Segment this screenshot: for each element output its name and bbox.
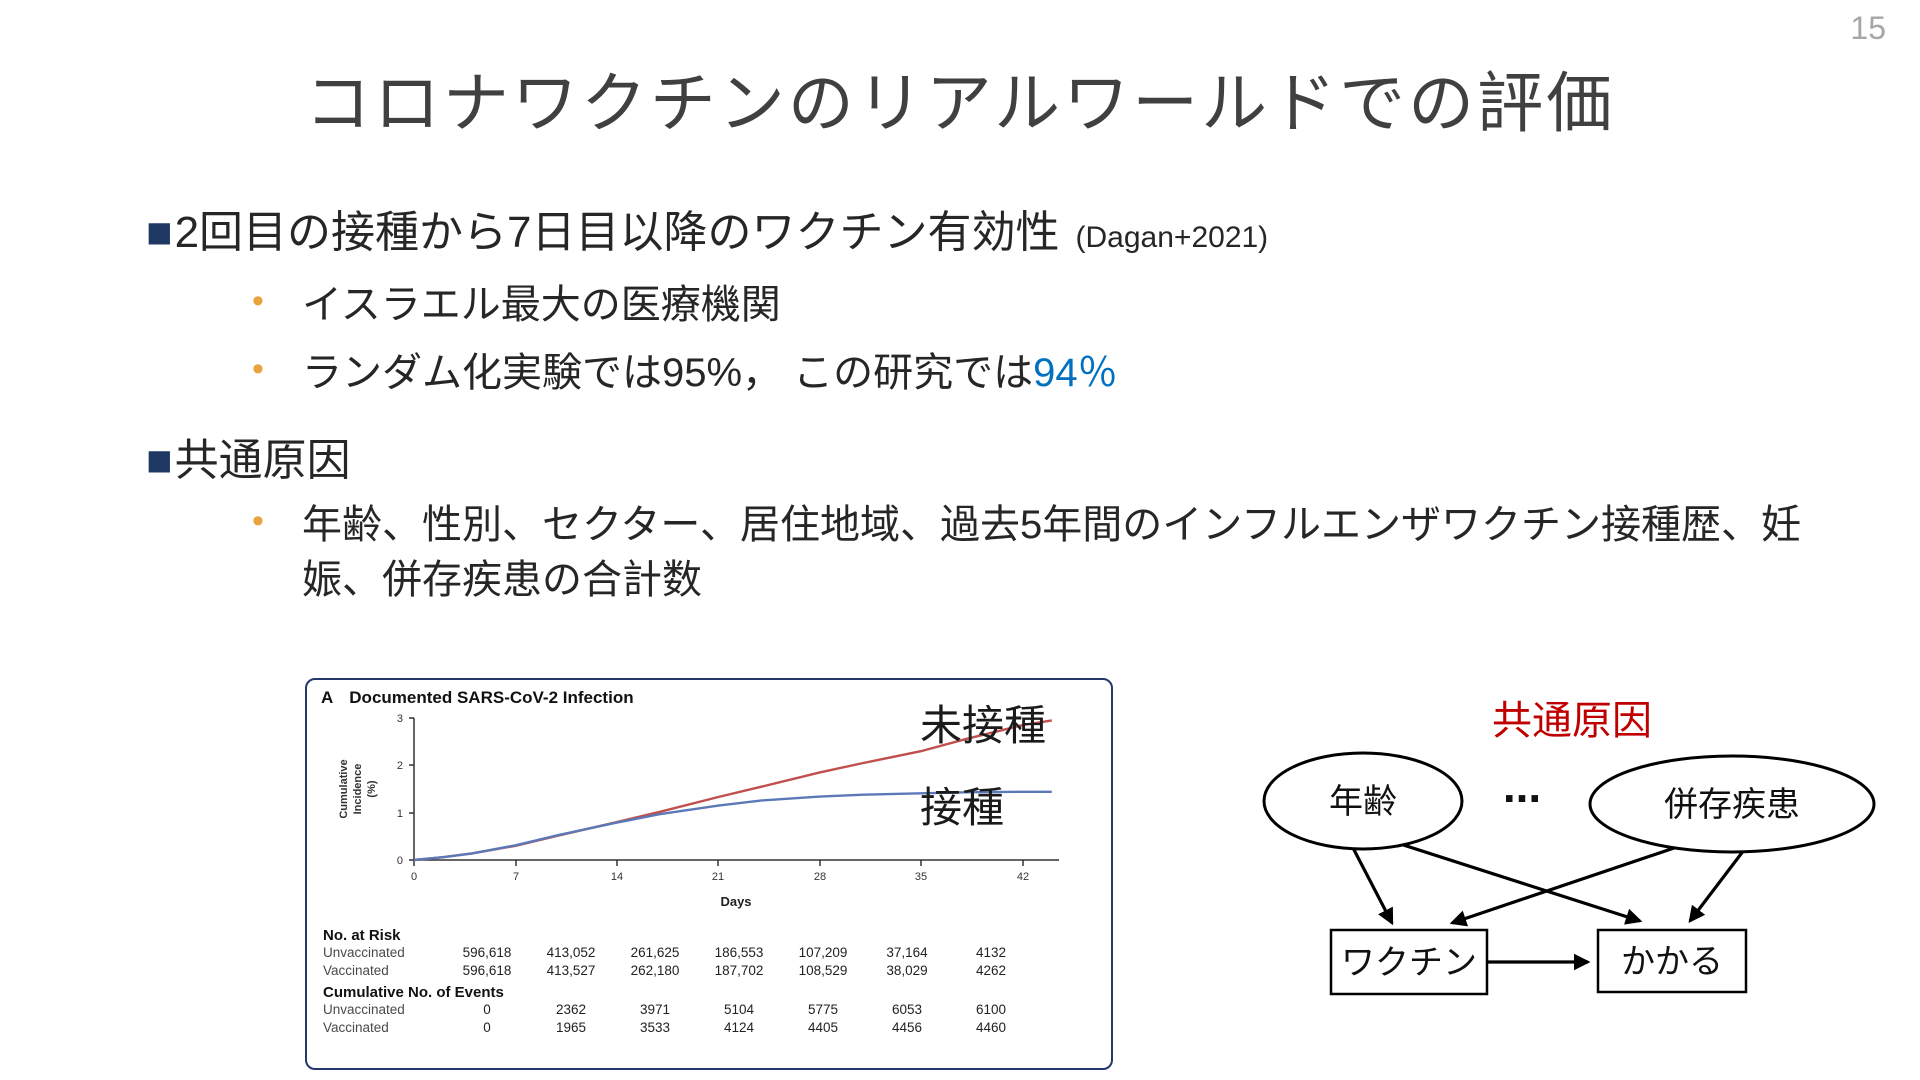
panel-title: Documented SARS-CoV-2 Infection	[349, 688, 634, 707]
node-outcome-label: かかる	[1621, 943, 1723, 981]
node-vaccine-label: ワクチン	[1341, 944, 1477, 982]
table-cell: 186,553	[714, 945, 764, 960]
bullet-dot-icon: •	[252, 350, 264, 388]
curve-vaccinated	[413, 790, 1052, 862]
square-bullet-icon: ■	[146, 436, 173, 485]
label-unvaccinated: 未接種	[920, 702, 1047, 749]
table-cell: 0	[483, 1019, 491, 1035]
edge-age-to-vaccine	[1350, 845, 1394, 926]
node-age-label: 年齢	[1329, 783, 1397, 821]
table-cell: 108,529	[798, 962, 848, 978]
node-comorbidity-label: 併存疾患	[1664, 786, 1800, 824]
table-cell: 4456	[891, 1019, 923, 1035]
bullet-effectiveness-text: 2回目の接種から7日目以降のワクチン有効性	[174, 208, 1060, 257]
y-axis-label-line1: Cumulative	[338, 759, 350, 818]
table-row-label: Vaccinated	[323, 962, 389, 978]
table-cell: 38,029	[886, 962, 928, 978]
edge-comorbidity-to-outcome	[1688, 849, 1746, 923]
causal-diagram: 年齢 ... 併存疾患 ワクチン かかる	[1262, 751, 1876, 996]
table-cell: 5104	[723, 1002, 755, 1018]
table-cell: 4405	[807, 1019, 839, 1035]
page-number: 15	[1850, 10, 1886, 46]
risk-table-grid: Unvaccinated 596,618 413,052 261,625 186…	[323, 944, 1111, 979]
x-tick-label: 7	[513, 871, 519, 883]
x-tick-label: 21	[712, 871, 724, 883]
table-cell: 107,209	[798, 945, 848, 960]
events-table-title: Cumulative No. of Events	[323, 984, 504, 1002]
panel-label: A	[321, 688, 334, 707]
sub-bullet-israel: • イスラエル最大の医療機関	[252, 278, 781, 333]
x-axis-title: Days	[720, 894, 751, 909]
table-cell: 4460	[975, 1019, 1007, 1035]
bullet-common-causes-text: 共通原因	[174, 436, 351, 485]
no-at-risk-table: No. at Risk Unvaccinated 596,618 413,052…	[319, 927, 1111, 1036]
table-cell: 4132	[975, 945, 1007, 960]
bullet-item-effectiveness: ■ 2回目の接種から7日目以降のワクチン有効性 (Dagan+2021)	[146, 196, 1268, 260]
square-bullet-icon: ■	[146, 208, 173, 257]
y-tick-label: 1	[397, 808, 403, 820]
table-cell: 5775	[807, 1002, 839, 1018]
table-row-label: Vaccinated	[323, 1019, 389, 1035]
sub-bullet-covariates: • 年齢、性別、セクター、居住地域、過去5年間のインフルエンザワクチン接種歴、妊…	[252, 498, 1862, 608]
x-tick-label: 28	[814, 871, 826, 883]
table-cell: 3971	[639, 1002, 671, 1018]
x-tick-label: 0	[411, 871, 417, 883]
x-tick-label: 35	[915, 871, 927, 883]
incidence-plot: Cumulative Incidence (%) 0 1 2 3 0 7	[338, 713, 1059, 909]
table-cell: 413,052	[546, 945, 596, 960]
y-axis-label-line3: (%)	[366, 780, 378, 797]
ellipsis-dots: ...	[1503, 760, 1541, 812]
table-cell: 1965	[555, 1019, 587, 1035]
table-cell: 6100	[975, 1002, 1007, 1018]
risk-table-title: No. at Risk	[323, 927, 401, 944]
node-age-ellipse	[1262, 751, 1464, 851]
table-cell: 4124	[723, 1019, 755, 1035]
citation-dagan: (Dagan+2021)	[1075, 221, 1269, 254]
bullet-item-common-causes: ■ 共通原因	[146, 424, 351, 488]
node-outcome-rect	[1596, 928, 1748, 994]
sub-bullet-israel-text: イスラエル最大の医療機関	[302, 283, 781, 327]
y-tick-label: 3	[397, 713, 403, 725]
x-tick-label: 42	[1017, 871, 1029, 883]
slide-title: コロナワクチンのリアルワールドでの評価	[304, 66, 1616, 140]
randomized-prefix: ランダム化実験では95%， この研究では	[302, 351, 1034, 395]
x-tick-label: 14	[611, 871, 623, 883]
events-table-grid: Unvaccinated 0 2362 3971 5104 5775 6053 …	[323, 1001, 1111, 1036]
edge-comorbidity-to-vaccine	[1449, 844, 1681, 927]
y-tick-label: 2	[397, 760, 403, 772]
table-cell: 596,618	[462, 962, 512, 978]
table-cell: 2362	[555, 1002, 587, 1018]
figure-header: A Documented SARS-CoV-2 Infection	[319, 688, 1111, 708]
label-vaccinated: 接種	[920, 784, 1005, 831]
y-tick-label: 0	[397, 855, 403, 867]
table-row-label: Unvaccinated	[323, 1002, 405, 1018]
sub-bullet-randomized-text: ランダム化実験では95%， この研究では94％	[302, 346, 1118, 401]
table-cell: 596,618	[462, 945, 512, 960]
table-cell: 0	[483, 1002, 491, 1018]
table-cell: 3533	[639, 1019, 671, 1035]
table-cell: 187,702	[714, 962, 764, 978]
y-axis-label-line2: Incidence	[352, 764, 364, 815]
table-cell: 37,164	[886, 945, 928, 960]
table-cell: 413,527	[546, 962, 596, 978]
table-cell: 6053	[891, 1002, 923, 1018]
table-row-label: Unvaccinated	[323, 945, 405, 960]
node-comorbidity-ellipse	[1588, 754, 1876, 854]
table-cell: 262,180	[630, 962, 680, 978]
node-vaccine-rect	[1329, 928, 1489, 996]
bullet-dot-icon: •	[252, 282, 264, 320]
table-cell: 261,625	[630, 945, 680, 960]
edge-age-to-outcome	[1393, 840, 1643, 925]
bullet-dot-icon: •	[252, 502, 264, 540]
effectiveness-94-highlight: 94％	[1033, 351, 1118, 395]
table-cell: 4262	[975, 962, 1007, 978]
sub-bullet-randomized: • ランダム化実験では95%， この研究では94％	[252, 346, 1118, 401]
sub-bullet-covariates-text: 年齢、性別、セクター、居住地域、過去5年間のインフルエンザワクチン接種歴、妊娠、…	[302, 503, 1802, 603]
kaplan-meier-figure: A Documented SARS-CoV-2 Infection Cumula…	[305, 678, 1113, 1070]
diagram-title-common-causes: 共通原因	[1492, 699, 1652, 743]
